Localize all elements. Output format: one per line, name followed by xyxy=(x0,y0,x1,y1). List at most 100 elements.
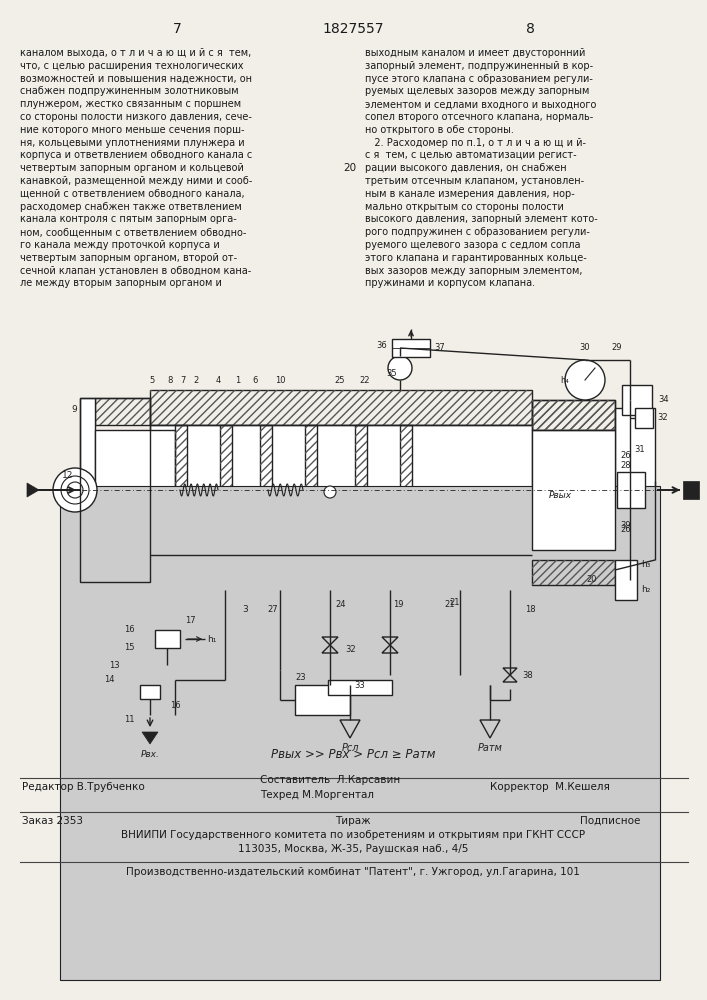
Bar xyxy=(150,555,532,590)
Bar xyxy=(635,408,653,428)
Text: 13: 13 xyxy=(110,660,120,670)
Text: 16: 16 xyxy=(170,700,180,710)
Text: руемого щелевого зазора с седлом сопла: руемого щелевого зазора с седлом сопла xyxy=(365,240,580,250)
Text: плунжером, жестко связанным с поршнем: плунжером, жестко связанным с поршнем xyxy=(20,99,241,109)
Bar xyxy=(95,398,150,425)
Text: 5: 5 xyxy=(149,376,155,385)
Text: пружинами и корпусом клапана.: пружинами и корпусом клапана. xyxy=(365,278,535,288)
Bar xyxy=(615,408,655,580)
Text: 26: 26 xyxy=(620,450,631,460)
Bar xyxy=(95,398,150,425)
Text: ным в канале измерения давления, нор-: ным в канале измерения давления, нор- xyxy=(365,189,575,199)
Text: пусе этого клапана с образованием регули-: пусе этого клапана с образованием регули… xyxy=(365,74,593,84)
Text: h₂: h₂ xyxy=(641,585,650,594)
Text: 11: 11 xyxy=(124,716,135,724)
Text: 8: 8 xyxy=(525,22,534,36)
Text: 22: 22 xyxy=(360,376,370,385)
Text: третьим отсечным клапаном, установлен-: третьим отсечным клапаном, установлен- xyxy=(365,176,584,186)
Bar xyxy=(175,425,187,555)
Text: 10: 10 xyxy=(275,376,285,385)
Text: 113035, Москва, Ж-35, Раушская наб., 4/5: 113035, Москва, Ж-35, Раушская наб., 4/5 xyxy=(238,844,468,854)
Bar xyxy=(305,425,317,555)
Bar xyxy=(95,555,150,582)
Circle shape xyxy=(67,482,83,498)
Bar xyxy=(150,425,532,555)
Text: 8: 8 xyxy=(168,376,173,385)
Bar xyxy=(328,680,392,695)
Bar xyxy=(392,339,430,357)
Bar xyxy=(175,425,187,555)
Text: корпуса и ответвлением обводного канала с: корпуса и ответвлением обводного канала … xyxy=(20,150,252,160)
Text: запорный элемент, подпружиненный в кор-: запорный элемент, подпружиненный в кор- xyxy=(365,61,593,71)
Bar xyxy=(532,560,615,585)
Text: сопел второго отсечного клапана, нормаль-: сопел второго отсечного клапана, нормаль… xyxy=(365,112,593,122)
Text: h₁: h₁ xyxy=(207,635,216,644)
Bar xyxy=(150,390,532,425)
Text: 1: 1 xyxy=(235,376,240,385)
Bar xyxy=(532,560,615,585)
Text: расходомер снабжен также ответвлением: расходомер снабжен также ответвлением xyxy=(20,202,242,212)
Text: сечной клапан установлен в обводном кана-: сечной клапан установлен в обводном кана… xyxy=(20,266,251,276)
Text: 14: 14 xyxy=(105,676,115,684)
Text: 32: 32 xyxy=(657,414,667,422)
Text: 18: 18 xyxy=(525,605,536,614)
Text: 7: 7 xyxy=(173,22,182,36)
Text: со стороны полости низкого давления, сече-: со стороны полости низкого давления, сеч… xyxy=(20,112,252,122)
Bar xyxy=(532,400,615,430)
Text: Производственно-издательский комбинат "Патент", г. Ужгород, ул.Гагарина, 101: Производственно-издательский комбинат "П… xyxy=(126,867,580,877)
Bar xyxy=(80,398,95,582)
Text: Заказ 2353: Заказ 2353 xyxy=(22,816,83,826)
Text: 24: 24 xyxy=(335,600,346,609)
Text: 27: 27 xyxy=(267,605,278,614)
Bar xyxy=(532,560,615,585)
Bar xyxy=(400,425,412,555)
Text: 39: 39 xyxy=(620,520,631,530)
Text: 28: 28 xyxy=(620,460,631,470)
Bar xyxy=(220,425,232,555)
Text: 37: 37 xyxy=(434,344,445,353)
Text: Рвых: Рвых xyxy=(549,490,571,499)
Bar xyxy=(683,481,699,499)
Text: го канала между проточкой корпуса и: го канала между проточкой корпуса и xyxy=(20,240,220,250)
Text: ном, сообщенным с ответвлением обводно-: ном, сообщенным с ответвлением обводно- xyxy=(20,227,246,237)
Text: канала контроля с пятым запорным орга-: канала контроля с пятым запорным орга- xyxy=(20,214,237,224)
Bar xyxy=(260,425,272,555)
Bar xyxy=(260,425,272,555)
Text: Корректор  М.Кешеля: Корректор М.Кешеля xyxy=(490,782,610,792)
Text: Составитель  Л.Карсавин: Составитель Л.Карсавин xyxy=(260,775,400,785)
Text: четвертым запорным органом и кольцевой: четвертым запорным органом и кольцевой xyxy=(20,163,244,173)
Bar xyxy=(400,425,412,555)
Bar xyxy=(60,486,660,980)
Text: 34: 34 xyxy=(658,395,669,404)
Text: 36: 36 xyxy=(376,341,387,350)
Polygon shape xyxy=(142,732,158,744)
Text: щенной с ответвлением обводного канала,: щенной с ответвлением обводного канала, xyxy=(20,189,245,199)
Text: рого подпружинен с образованием регули-: рого подпружинен с образованием регули- xyxy=(365,227,590,237)
Bar xyxy=(305,425,317,555)
Text: выходным каналом и имеет двусторонний: выходным каналом и имеет двусторонний xyxy=(365,48,585,58)
Bar xyxy=(532,400,615,430)
Bar xyxy=(95,555,150,582)
Text: с я  тем, с целью автоматизации регист-: с я тем, с целью автоматизации регист- xyxy=(365,150,577,160)
Text: этого клапана и гарантированных кольце-: этого клапана и гарантированных кольце- xyxy=(365,253,587,263)
Bar xyxy=(150,555,532,590)
Polygon shape xyxy=(27,483,39,497)
Text: Ратм: Ратм xyxy=(477,743,503,753)
Text: снабжен подпружиненным золотниковым: снабжен подпружиненным золотниковым xyxy=(20,86,239,96)
Text: ние которого много меньше сечения порш-: ние которого много меньше сечения порш- xyxy=(20,125,245,135)
Text: 17: 17 xyxy=(185,616,196,625)
Text: канавкой, размещенной между ними и сооб-: канавкой, размещенной между ними и сооб- xyxy=(20,176,252,186)
Text: 20: 20 xyxy=(587,576,597,584)
Text: 2: 2 xyxy=(194,376,199,385)
Text: h₃: h₃ xyxy=(641,560,650,569)
Text: 9: 9 xyxy=(71,406,77,414)
Text: 16: 16 xyxy=(124,626,135,635)
Text: возможностей и повышения надежности, он: возможностей и повышения надежности, он xyxy=(20,74,252,84)
Circle shape xyxy=(53,468,97,512)
Text: высокого давления, запорный элемент кото-: высокого давления, запорный элемент кото… xyxy=(365,214,597,224)
Text: вых зазоров между запорным элементом,: вых зазоров между запорным элементом, xyxy=(365,266,583,276)
Text: Редактор В.Трубченко: Редактор В.Трубченко xyxy=(22,782,145,792)
Text: 6: 6 xyxy=(252,376,257,385)
Text: Техред М.Моргентал: Техред М.Моргентал xyxy=(260,790,374,800)
Text: Подписное: Подписное xyxy=(580,816,641,826)
